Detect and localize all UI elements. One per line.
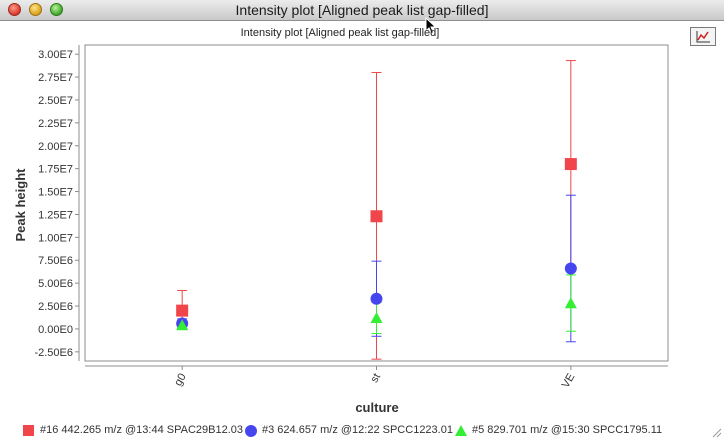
x-tick-label: st [368,372,383,385]
y-tick-label: 1.25E7 [38,209,73,221]
data-point-series-1 [564,158,577,171]
y-axis-ticks: -2.50E6 0.00E0 2.50E6 5.00E6 7.50E6 1.00E7 1.2… [34,49,79,359]
data-point-series-1 [176,304,189,317]
zoom-window-button[interactable] [50,3,63,16]
legend-label-series-1: #16 442.265 m/z @13:44 SPAC29B12.03 [40,424,243,436]
data-point-series-1 [370,210,383,223]
triangle-marker-icon [455,425,467,436]
y-tick-label: 2.25E7 [38,118,73,130]
legend-label-series-2: #3 624.657 m/z @12:22 SPCC1223.01 [262,424,453,436]
chart-title: Intensity plot [Aligned peak list gap-fi… [240,27,440,39]
resize-grip-icon[interactable] [710,426,722,438]
y-tick-label: 2.50E6 [38,301,73,313]
data-point-series-3 [176,319,189,331]
y-tick-label: 2.00E7 [38,141,73,153]
circle-marker-icon [245,425,257,437]
close-window-button[interactable] [8,3,21,16]
window-titlebar[interactable]: Intensity plot [Aligned peak list gap-fi… [0,0,724,21]
y-tick-label: 1.00E7 [38,232,73,244]
data-point-series-2 [370,292,383,305]
data-marks [176,60,577,360]
y-tick-label: 2.75E7 [38,72,73,84]
y-tick-label: -2.50E6 [34,347,73,359]
x-tick-label: g0 [172,372,189,389]
x-tick-label: VE [560,372,578,391]
data-point-series-3 [564,297,577,309]
line-chart-icon [696,31,710,43]
x-axis-ticks: g0 st VE [172,366,577,390]
y-tick-label: 1.50E7 [38,187,73,199]
y-tick-label: 0.00E0 [38,324,73,336]
y-tick-label: 3.00E7 [38,49,73,61]
window-title: Intensity plot [Aligned peak list gap-fi… [235,2,489,18]
mouse-pointer-icon [425,17,437,35]
square-marker-icon [23,425,34,436]
y-tick-label: 2.50E7 [38,95,73,107]
data-point-series-2 [564,262,577,275]
y-tick-label: 1.75E7 [38,164,73,176]
minimize-window-button[interactable] [29,3,42,16]
data-point-series-3 [370,311,383,323]
legend-label-series-3: #5 829.701 m/z @15:30 SPCC1795.11 [472,424,663,436]
y-axis-label: Peak height [13,168,28,242]
x-axis-label: culture [355,400,398,415]
y-tick-label: 5.00E6 [38,278,73,290]
chart-settings-button[interactable] [690,27,716,46]
y-tick-label: 7.50E6 [38,255,73,267]
